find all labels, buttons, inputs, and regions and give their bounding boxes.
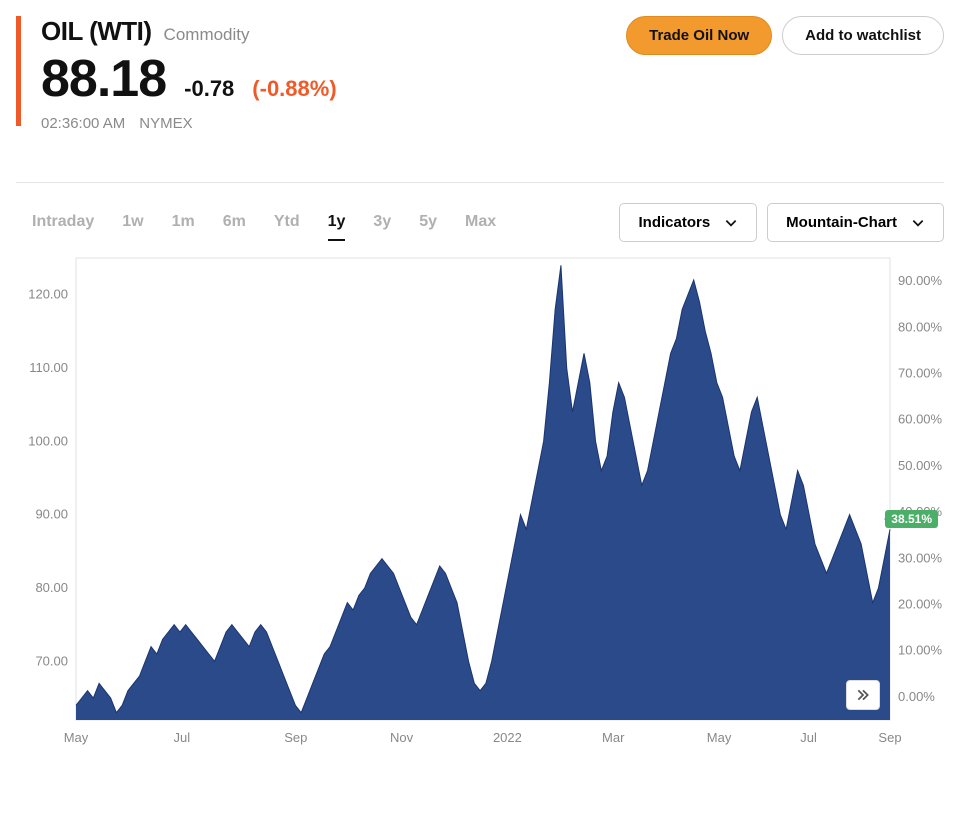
exchange-name: NYMEX (139, 115, 192, 132)
chart-type-label: Mountain-Chart (786, 214, 897, 231)
range-tab-intraday[interactable]: Intraday (32, 205, 94, 241)
svg-text:60.00%: 60.00% (898, 412, 943, 427)
range-tab-max[interactable]: Max (465, 205, 496, 241)
svg-text:80.00: 80.00 (35, 580, 68, 595)
svg-text:May: May (64, 730, 89, 745)
indicators-dropdown[interactable]: Indicators (619, 203, 757, 242)
svg-text:May: May (707, 730, 732, 745)
accent-bar (16, 16, 21, 126)
svg-text:50.00%: 50.00% (898, 458, 943, 473)
price-change-absolute: -0.78 (184, 76, 234, 102)
quote-timestamp: 02:36:00 AM (41, 115, 125, 132)
range-tab-6m[interactable]: 6m (223, 205, 246, 241)
svg-text:90.00: 90.00 (35, 507, 68, 522)
indicators-label: Indicators (638, 214, 710, 231)
range-tab-ytd[interactable]: Ytd (274, 205, 300, 241)
current-return-marker: 38.51% (885, 510, 938, 528)
svg-text:Nov: Nov (390, 730, 414, 745)
trade-now-button[interactable]: Trade Oil Now (626, 16, 772, 55)
chevron-double-right-icon (855, 688, 871, 702)
svg-text:Sep: Sep (284, 730, 307, 745)
range-tab-5y[interactable]: 5y (419, 205, 437, 241)
asset-category: Commodity (164, 25, 250, 45)
chevron-down-icon (911, 216, 925, 230)
svg-text:Mar: Mar (602, 730, 625, 745)
svg-text:100.00: 100.00 (28, 433, 68, 448)
range-tab-1m[interactable]: 1m (172, 205, 195, 241)
time-range-tabs: Intraday 1w 1m 6m Ytd 1y 3y 5y Max (16, 205, 496, 241)
svg-text:20.00%: 20.00% (898, 597, 943, 612)
range-tab-1y[interactable]: 1y (328, 205, 346, 241)
last-price: 88.18 (41, 49, 166, 109)
svg-text:2022: 2022 (493, 730, 522, 745)
svg-text:Jul: Jul (800, 730, 817, 745)
svg-text:10.00%: 10.00% (898, 643, 943, 658)
svg-text:0.00%: 0.00% (898, 689, 935, 704)
chart-svg: 70.00 80.00 90.00 100.00 110.00 120.00 0.00% 10… (16, 250, 944, 760)
svg-text:Sep: Sep (878, 730, 901, 745)
svg-text:120.00: 120.00 (28, 287, 68, 302)
section-divider (16, 182, 944, 183)
add-to-watchlist-button[interactable]: Add to watchlist (782, 16, 944, 55)
range-tab-1w[interactable]: 1w (122, 205, 143, 241)
range-tab-3y[interactable]: 3y (373, 205, 391, 241)
chevron-down-icon (724, 216, 738, 230)
svg-text:30.00%: 30.00% (898, 550, 943, 565)
svg-text:Jul: Jul (174, 730, 191, 745)
price-chart[interactable]: 70.00 80.00 90.00 100.00 110.00 120.00 0.00% 10… (16, 250, 944, 760)
svg-text:70.00: 70.00 (35, 653, 68, 668)
price-change-percent: (-0.88%) (252, 76, 336, 102)
svg-text:110.00: 110.00 (29, 360, 68, 375)
expand-chart-button[interactable] (846, 680, 880, 710)
svg-text:80.00%: 80.00% (898, 319, 943, 334)
svg-text:70.00%: 70.00% (898, 366, 943, 381)
svg-text:90.00%: 90.00% (898, 273, 943, 288)
symbol-name: OIL (WTI) (41, 16, 152, 47)
chart-type-dropdown[interactable]: Mountain-Chart (767, 203, 944, 242)
